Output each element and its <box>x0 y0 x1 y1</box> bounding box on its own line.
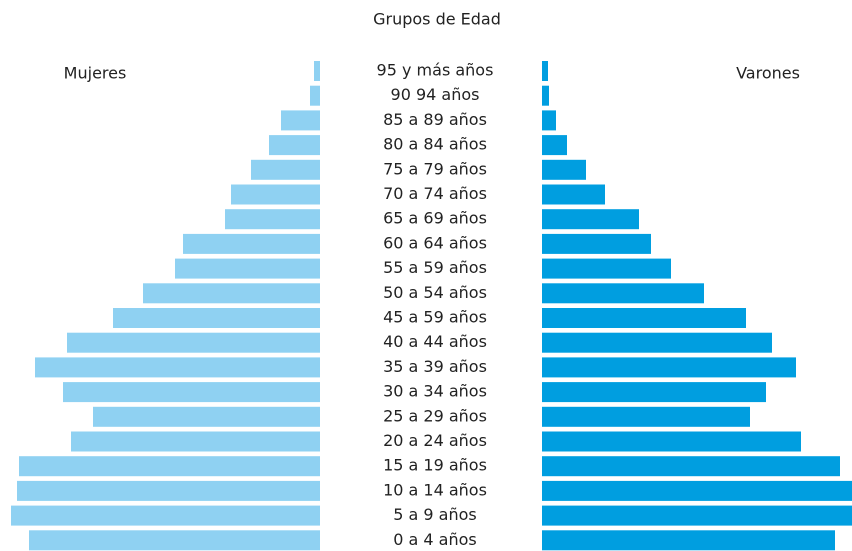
age-group-label: 30 a 34 años <box>383 382 487 401</box>
bar <box>542 308 746 328</box>
bar <box>542 85 549 106</box>
bar <box>542 406 750 427</box>
age-group-label: 80 a 84 años <box>383 135 487 154</box>
bar <box>269 135 320 156</box>
bar <box>11 505 320 526</box>
bar <box>542 480 852 501</box>
bar <box>251 159 320 180</box>
age-group-label: 65 a 69 años <box>383 209 487 228</box>
age-group-label: 5 a 9 años <box>393 505 477 524</box>
bar <box>231 184 320 205</box>
age-group-label: 45 a 59 años <box>383 308 487 327</box>
bar <box>29 530 320 551</box>
bar <box>67 332 320 353</box>
bar <box>183 233 320 254</box>
chart-title: Grupos de Edad <box>373 10 501 29</box>
bar <box>542 382 766 403</box>
bar <box>542 110 556 131</box>
bar <box>35 357 320 378</box>
age-group-label: 55 a 59 años <box>383 258 487 277</box>
bar <box>542 184 605 205</box>
bar <box>542 135 567 156</box>
age-group-label: 95 y más años <box>377 61 494 80</box>
bar <box>542 61 548 81</box>
age-group-label: 90 94 años <box>391 85 480 104</box>
bar <box>542 283 704 304</box>
bar <box>542 431 801 452</box>
bar <box>310 85 320 106</box>
age-group-label: 25 a 29 años <box>383 406 487 425</box>
bar <box>542 233 651 254</box>
bar <box>71 431 320 452</box>
age-group-label: 40 a 44 años <box>383 332 487 351</box>
legend-label: Mujeres <box>64 64 127 83</box>
age-group-label: 60 a 64 años <box>383 233 487 252</box>
bar <box>542 332 772 353</box>
age-group-label: 50 a 54 años <box>383 283 487 302</box>
bar <box>93 406 320 427</box>
bar <box>19 456 320 477</box>
bar <box>542 258 671 279</box>
bar <box>542 456 840 477</box>
bar <box>542 530 835 551</box>
legend-label: Varones <box>736 64 800 83</box>
bar <box>113 308 320 328</box>
age-group-label: 0 a 4 años <box>393 530 477 549</box>
age-group-label: 75 a 79 años <box>383 159 487 178</box>
bar <box>143 283 320 304</box>
bar <box>542 209 639 230</box>
age-group-label: 35 a 39 años <box>383 357 487 376</box>
bar <box>542 505 852 526</box>
bar <box>542 357 796 378</box>
bar <box>542 159 586 180</box>
bar <box>225 209 320 230</box>
bar <box>281 110 320 131</box>
age-group-label: 10 a 14 años <box>383 480 487 499</box>
bar <box>63 382 320 403</box>
bar <box>175 258 320 279</box>
age-group-label: 15 a 19 años <box>383 456 487 475</box>
age-group-label: 20 a 24 años <box>383 431 487 450</box>
bar <box>314 61 320 81</box>
age-group-label: 70 a 74 años <box>383 184 487 203</box>
bar <box>17 480 320 501</box>
age-group-label: 85 a 89 años <box>383 110 487 129</box>
